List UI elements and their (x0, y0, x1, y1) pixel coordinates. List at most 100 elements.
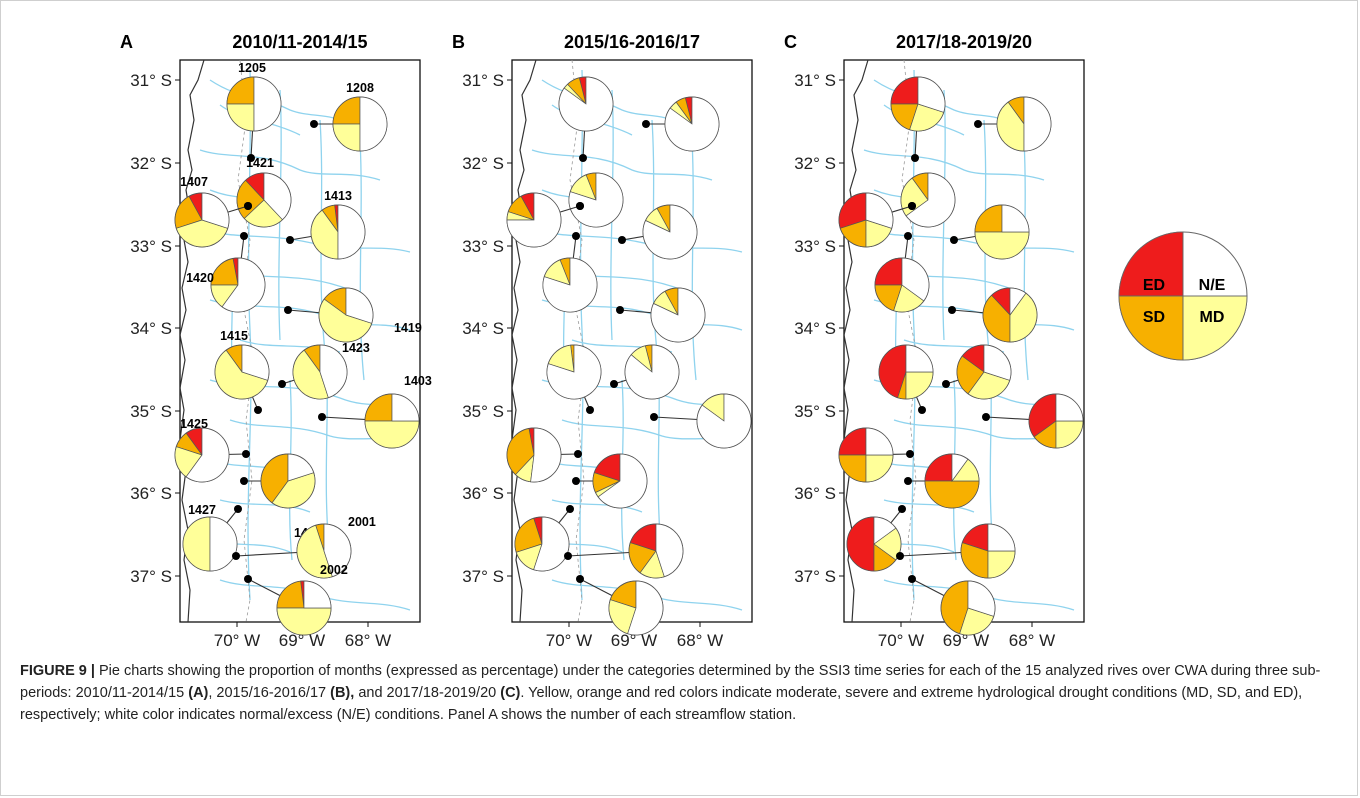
pie-station-1208-slice-2 (996, 101, 1025, 152)
y-tick-label: 36° S (130, 484, 172, 503)
pie-station-1407 (838, 192, 894, 248)
station-dot (950, 236, 958, 244)
pie-station-1420 (874, 257, 930, 313)
pie-station-2002-slice-3 (627, 580, 664, 636)
pie-station-2001 (628, 523, 684, 579)
y-tick-label: 37° S (794, 567, 836, 586)
station-dot (618, 236, 626, 244)
panel-letter: A (120, 32, 133, 52)
pie-station-1425-slice-1 (838, 454, 867, 483)
station-dot (240, 232, 248, 240)
pie-station-1421-slice-3 (905, 172, 956, 228)
pie-station-1205 (558, 76, 614, 132)
pie-station-1421-slice-3 (263, 172, 292, 221)
pie-station-1208 (664, 96, 720, 152)
pie-station-1423-slice-3 (624, 344, 680, 400)
station-dot (908, 575, 916, 583)
pie-station-2001-slice-2 (987, 550, 1016, 579)
pie-station-1427-slice-1 (514, 517, 543, 553)
pie-station-1425-slice-3 (530, 427, 562, 483)
station-label: 1419 (394, 321, 422, 335)
pie-station-1413-slice-1 (974, 204, 1003, 233)
pie-station-1426-slice-3 (951, 453, 969, 483)
station-dot (918, 406, 926, 414)
pie-station-1407-slice-3 (506, 192, 562, 248)
station-label: 1208 (346, 81, 374, 95)
pie-station-2001-slice-3 (655, 523, 684, 578)
station-dot (232, 552, 240, 560)
station-dot (896, 552, 904, 560)
pie-station-1413 (310, 204, 366, 260)
y-tick-label: 35° S (462, 402, 504, 421)
pie-station-1407-slice-3 (201, 192, 230, 229)
pie-station-1425-slice-1 (506, 428, 535, 476)
station-dot (579, 154, 587, 162)
station-dot (904, 232, 912, 240)
station-dot (908, 202, 916, 210)
pie-station-1415-slice-3 (905, 344, 934, 373)
pie-station-1426-slice-1 (260, 453, 289, 504)
pie-station-1426-slice-1 (924, 480, 980, 509)
pie-station-1205-slice-2 (226, 103, 255, 132)
panel-title: 2017/18-2019/20 (896, 32, 1032, 52)
pie-station-1421-slice-2 (243, 199, 283, 228)
pie-station-1420-slice-0 (874, 257, 903, 286)
pie-station-1421-slice-2 (900, 177, 929, 217)
pie-station-1419-slice-2 (1009, 292, 1038, 343)
pie-station-1420-slice-3 (221, 257, 266, 313)
x-tick-label: 69° W (279, 631, 325, 650)
pie-station-1407 (506, 192, 562, 248)
pie-station-1426-slice-2 (271, 472, 316, 509)
station-dot (576, 575, 584, 583)
pie-station-1403-slice-2 (1055, 420, 1084, 449)
pie-station-1427-slice-2 (182, 516, 211, 572)
pie-station-1415-slice-0 (878, 344, 907, 399)
pie-station-1407-slice-2 (175, 219, 229, 248)
station-dot (974, 120, 982, 128)
caption-ref-a: (A) (188, 685, 209, 701)
pie-station-1419 (650, 287, 706, 343)
pie-station-2002-slice-2 (959, 607, 995, 636)
pie-station-1205-slice-2 (909, 103, 945, 132)
pie-station-1403-slice-3 (696, 393, 752, 449)
legend-sd-label: SD (1143, 309, 1165, 326)
station-label: 1421 (246, 156, 274, 170)
y-tick-label: 33° S (130, 237, 172, 256)
station-dot (911, 154, 919, 162)
station-dot (234, 505, 242, 513)
y-tick-label: 34° S (130, 319, 172, 338)
pie-station-1407-slice-1 (174, 195, 203, 229)
y-tick-label: 35° S (794, 402, 836, 421)
caption-figure-number: FIGURE 9 | (20, 663, 95, 679)
pie-station-1205-slice-1 (226, 76, 255, 105)
panel-b: B 2015/16-2016/17 31° S 32° S 33° S 34° S 35° … (452, 32, 753, 650)
panel-title: 2010/11-2014/15 (232, 32, 367, 52)
pie-station-1425-slice-3 (865, 427, 894, 456)
pie-station-1205-slice-0 (890, 76, 919, 105)
y-tick-label: 32° S (130, 154, 172, 173)
station-label: 1205 (238, 61, 266, 75)
panel-letter: C (784, 32, 797, 52)
caption-text-4: . Yellow, orange and red colors indicate… (20, 685, 1303, 723)
y-tick-label: 37° S (462, 567, 504, 586)
pie-station-1421-slice-1 (236, 179, 265, 219)
pie-station-1425-slice-2 (865, 454, 894, 483)
pie-station-1423 (956, 344, 1012, 400)
pie-station-1415-slice-3 (241, 344, 270, 381)
pie-station-2002 (940, 580, 996, 636)
legend: ED N/E SD MD (1118, 231, 1248, 361)
pie-station-1419-slice-3 (345, 287, 374, 324)
pie-station-1420 (210, 257, 266, 313)
pie-station-1425-slice-0 (838, 427, 867, 456)
pie-station-2001 (296, 523, 352, 579)
legend-md-label: MD (1200, 309, 1225, 326)
panel-a: A 2010/11-2014/15 31° S 32° S 33° S 34° S 35° … (120, 32, 432, 650)
caption-ref-b: (B), (330, 685, 355, 701)
station-dot (564, 552, 572, 560)
station-dot (572, 232, 580, 240)
station-dot (574, 450, 582, 458)
pie-station-1420-slice-3 (901, 257, 930, 302)
pie-station-1426 (592, 453, 648, 509)
pie-station-1415-slice-2 (214, 349, 269, 400)
